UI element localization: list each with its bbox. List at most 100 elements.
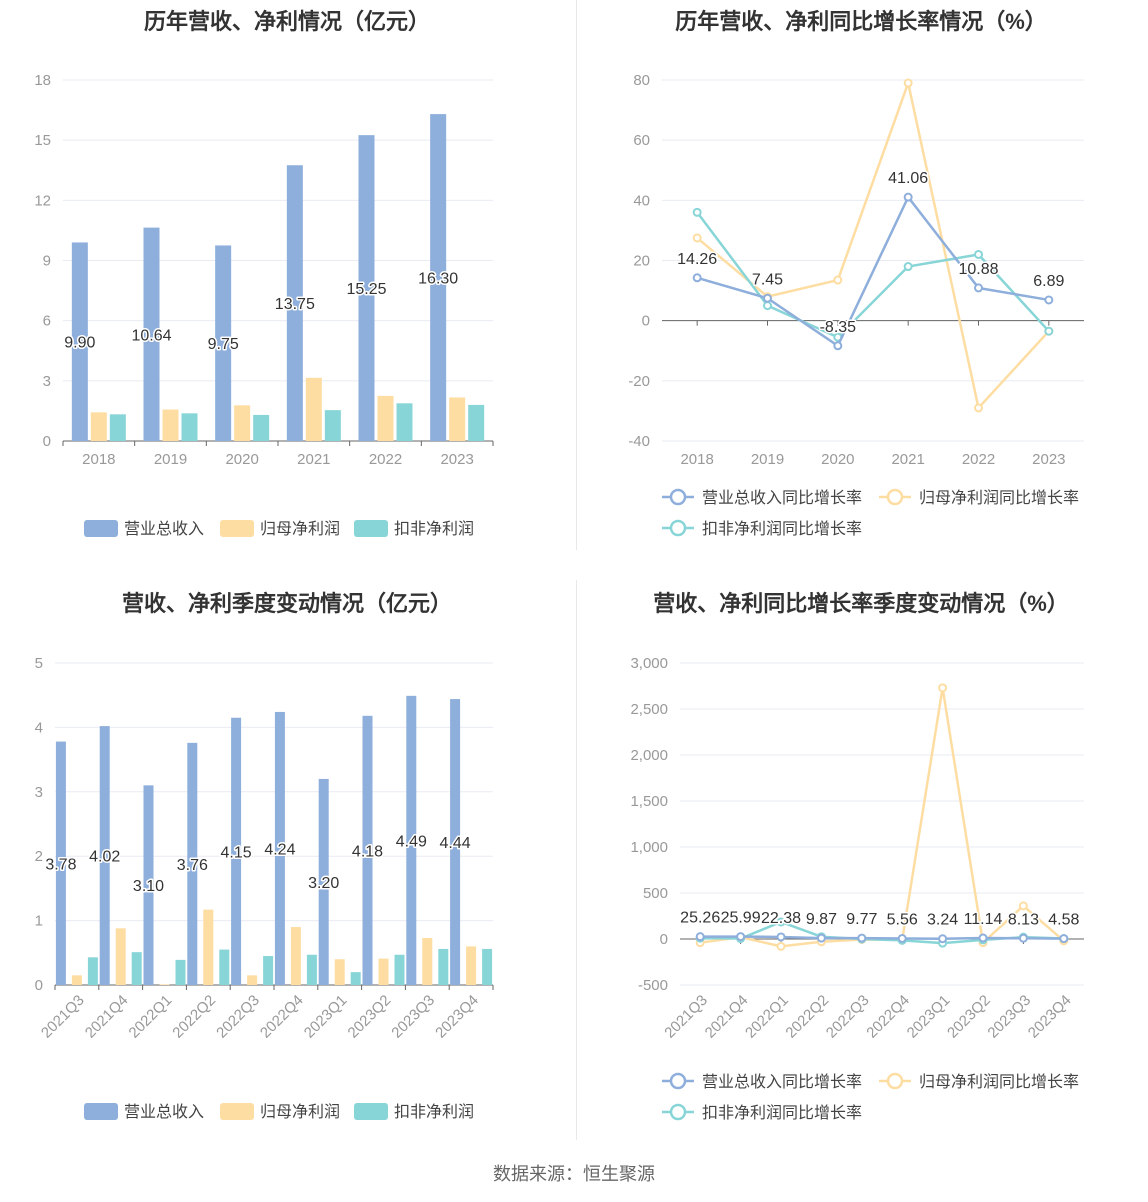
line-parent-profit-growth bbox=[696, 78, 1050, 411]
line-point bbox=[1044, 295, 1054, 305]
legend-marker bbox=[669, 1103, 687, 1121]
x-tick-label: 2023Q1 bbox=[301, 992, 351, 1042]
x-tick-label: 2023Q1 bbox=[904, 992, 954, 1042]
y-tick-label: 0 bbox=[642, 313, 650, 330]
data-label: 9.75 bbox=[208, 336, 239, 353]
data-label-halo: 25.99 bbox=[721, 910, 761, 927]
annual-growth-panel: 历年营收、净利同比增长率情况（%） -40 -20 0 20 40 60 80 2018 201… bbox=[574, 0, 1148, 580]
legend-label: 扣非净利润同比增长率 bbox=[702, 1104, 862, 1122]
chart-title: 历年营收、净利同比增长率情况（%） bbox=[675, 9, 1047, 34]
data-label-halo: 4.24 bbox=[264, 841, 295, 858]
data-label-halo: 10.88 bbox=[958, 261, 998, 278]
bar-parent-profit bbox=[115, 928, 126, 985]
y-tick-label: -20 bbox=[628, 373, 650, 390]
y-tick-label: 2,000 bbox=[630, 747, 668, 764]
bar-parent-profit bbox=[377, 395, 394, 441]
y-tick-label: 20 bbox=[633, 253, 650, 270]
annual-amounts-chart: 0 3 6 9 12 15 18 2018 2019 2020 2021 2022 2023 9.90 9.… bbox=[34, 72, 494, 538]
data-label: 10.88 bbox=[958, 261, 998, 278]
bar-parent-profit bbox=[90, 412, 107, 441]
bar-deducted-profit bbox=[468, 404, 485, 441]
y-tick-label: 80 bbox=[633, 72, 650, 89]
data-label-halo: 25.26 bbox=[680, 910, 720, 927]
line-point bbox=[1044, 326, 1054, 336]
legend-swatch bbox=[354, 520, 388, 537]
data-label: 4.24 bbox=[264, 841, 295, 858]
bar-parent-profit bbox=[71, 975, 82, 985]
bar-deducted-profit bbox=[109, 414, 126, 441]
data-label: 9.90 bbox=[64, 335, 95, 352]
line-point bbox=[1059, 934, 1069, 944]
bar-deducted-profit bbox=[350, 972, 361, 985]
data-label: 22.38 bbox=[761, 910, 801, 927]
bar-deducted-profit bbox=[438, 948, 449, 985]
y-tick-label: 2,500 bbox=[630, 701, 668, 718]
x-tick-label: 2018 bbox=[82, 451, 115, 468]
chart-title: 营收、净利同比增长率季度变动情况（%） bbox=[653, 591, 1069, 616]
line-point bbox=[903, 262, 913, 272]
data-label-halo: 22.38 bbox=[761, 910, 801, 927]
x-tick-label: 2022Q3 bbox=[823, 992, 873, 1042]
quarterly-amounts-panel: 营收、净利季度变动情况（亿元） 0 1 2 3 4 5 2021Q3 2021Q4 2022Q1… bbox=[0, 580, 574, 1160]
x-tick-label: 2023Q2 bbox=[944, 992, 994, 1042]
line-point bbox=[1018, 901, 1028, 911]
legend-label: 扣非净利润 bbox=[394, 1103, 474, 1121]
y-tick-label: 5 bbox=[35, 655, 43, 672]
bar-revenue bbox=[143, 227, 160, 441]
data-label-halo: 15.25 bbox=[346, 281, 386, 298]
data-label: 3.20 bbox=[308, 875, 339, 892]
vertical-divider-top bbox=[576, 0, 577, 550]
bar-parent-profit bbox=[466, 946, 477, 985]
y-tick-label: -500 bbox=[638, 977, 668, 994]
data-label-halo: 9.75 bbox=[208, 336, 239, 353]
bar-parent-profit bbox=[162, 409, 179, 441]
y-tick-label: 9 bbox=[43, 253, 51, 270]
quarterly-growth-panel: 营收、净利同比增长率季度变动情况（%） -500 0 500 1,000 1,500 2,… bbox=[574, 580, 1148, 1160]
bar-parent-profit bbox=[203, 909, 214, 985]
x-tick-label: 2021Q4 bbox=[82, 992, 132, 1042]
bar-revenue bbox=[71, 242, 88, 441]
line-point bbox=[776, 932, 786, 942]
y-tick-label: -40 bbox=[628, 433, 650, 450]
line-point bbox=[763, 293, 772, 303]
line-point bbox=[1018, 933, 1028, 943]
legend-swatch bbox=[220, 520, 254, 537]
x-tick-label: 2022Q1 bbox=[126, 992, 176, 1042]
bar-revenue bbox=[99, 726, 110, 985]
data-label-halo: 16.30 bbox=[418, 271, 458, 288]
line-point bbox=[903, 192, 913, 202]
annual-amounts-panel: 历年营收、净利情况（亿元） 0 3 6 9 12 15 18 2018 2019 2020 2021… bbox=[0, 0, 574, 580]
bar-revenue bbox=[215, 245, 232, 441]
x-tick-label: 2022Q3 bbox=[213, 992, 263, 1042]
y-tick-label: 1 bbox=[35, 913, 43, 930]
legend-marker bbox=[669, 488, 687, 506]
x-tick-label: 2020 bbox=[225, 451, 258, 468]
data-label-halo: 4.18 bbox=[352, 843, 383, 860]
legend-label: 归母净利润同比增长率 bbox=[919, 489, 1079, 507]
bar-parent-profit bbox=[159, 984, 170, 985]
data-label-halo: 41.06 bbox=[888, 170, 928, 187]
data-label: 3.10 bbox=[133, 878, 164, 895]
legend-label: 归母净利润同比增长率 bbox=[919, 1073, 1079, 1091]
line-point bbox=[776, 917, 786, 927]
x-tick-label: 2023Q3 bbox=[388, 992, 438, 1042]
y-tick-label: 1,000 bbox=[630, 839, 668, 856]
data-label: 3.78 bbox=[45, 856, 76, 873]
data-label: 14.26 bbox=[677, 251, 717, 268]
legend-marker bbox=[886, 488, 904, 506]
legend-swatch bbox=[84, 1103, 118, 1120]
bar-deducted-profit bbox=[87, 957, 98, 985]
legend-label: 营业总收入同比增长率 bbox=[702, 1073, 862, 1091]
data-label: 13.75 bbox=[275, 296, 315, 313]
data-label: 4.15 bbox=[221, 844, 252, 861]
line-parent-profit-growth bbox=[700, 687, 1065, 948]
y-tick-label: 6 bbox=[43, 313, 51, 330]
data-label: 41.06 bbox=[888, 170, 928, 187]
bar-parent-profit bbox=[234, 405, 251, 441]
chart-title: 历年营收、净利情况（亿元） bbox=[143, 9, 430, 34]
data-label-halo: 9.90 bbox=[64, 335, 95, 352]
legend-label: 扣非净利润同比增长率 bbox=[702, 520, 862, 538]
x-tick-label: 2023 bbox=[1032, 451, 1065, 468]
bar-revenue bbox=[406, 695, 417, 985]
data-label-halo: 14.26 bbox=[677, 251, 717, 268]
